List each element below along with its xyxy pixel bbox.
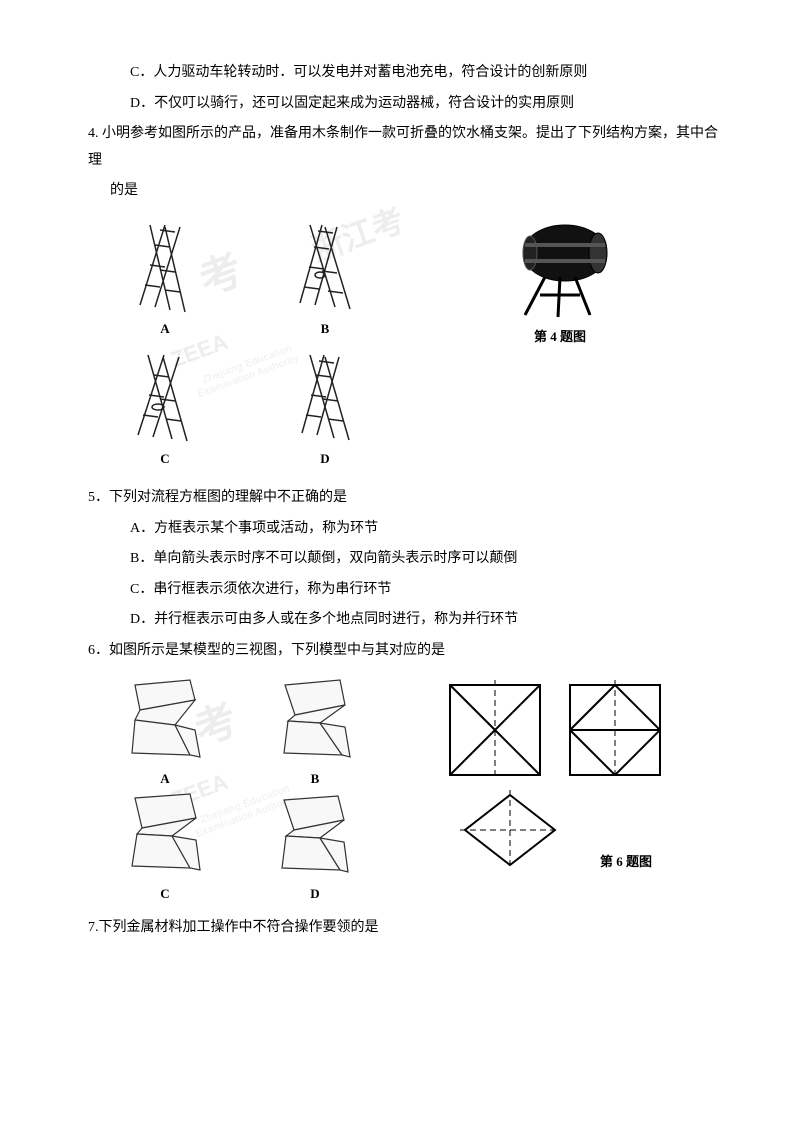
q5-option-a: A．方框表示某个事项或活动，称为环节 bbox=[80, 516, 720, 543]
q4-fig-label: 第 4 题图 bbox=[534, 325, 586, 350]
q4-product-figure: 第 4 题图 bbox=[490, 215, 630, 350]
q3-option-d: D．不仅叮以骑行，还可以固定起来成为运动器械，符合设计的实用原则 bbox=[80, 91, 720, 118]
q4-label-d: D bbox=[320, 447, 329, 472]
q6-label-d: D bbox=[310, 882, 319, 907]
q3-option-c: C．人力驱动车轮转动时．可以发电并对蓄电池充电，符合设计的创新原则 bbox=[80, 60, 720, 87]
q6-fig-label: 第 6 题图 bbox=[600, 850, 652, 875]
q6-sketch-c: C bbox=[120, 790, 210, 907]
q4-stem2: 的是 bbox=[80, 178, 720, 205]
q4-figure-block: 考 浙江考 ZEEA Zhejiang Education Examinatio… bbox=[120, 215, 720, 475]
q7-stem: 7.下列金属材料加工操作中不符合操作要领的是 bbox=[80, 915, 720, 942]
q6-label-c: C bbox=[160, 882, 169, 907]
q4-label-a: A bbox=[160, 317, 169, 342]
q4-sketch-d: D bbox=[280, 345, 370, 472]
q4-sketch-a: A bbox=[120, 215, 210, 342]
q6-label-b: B bbox=[311, 767, 320, 792]
q5-option-c: C．串行框表示须依次进行，称为串行环节 bbox=[80, 577, 720, 604]
q6-label-a: A bbox=[160, 767, 169, 792]
q4-sketch-c: C bbox=[120, 345, 210, 472]
q6-stem: 6．如图所示是某模型的三视图，下列模型中与其对应的是 bbox=[80, 638, 720, 665]
q6-figure-block: 考 ZEEA Zhejiang Education Examination Au… bbox=[120, 675, 720, 905]
q4-stem: 4. 小明参考如图所示的产品，准备用木条制作一款可折叠的饮水桶支架。提出了下列结… bbox=[80, 121, 720, 174]
q6-sketch-a: A bbox=[120, 675, 210, 792]
q6-sketch-b: B bbox=[270, 675, 360, 792]
q4-label-c: C bbox=[160, 447, 169, 472]
q6-three-views: 第 6 题图 bbox=[440, 675, 690, 875]
q4-sketch-b: B bbox=[280, 215, 370, 342]
q4-label-b: B bbox=[321, 317, 330, 342]
q5-stem: 5．下列对流程方框图的理解中不正确的是 bbox=[80, 485, 720, 512]
q5-option-b: B．单向箭头表示时序不可以颠倒，双向箭头表示时序可以颠倒 bbox=[80, 546, 720, 573]
q5-option-d: D．并行框表示可由多人或在多个地点同时进行，称为并行环节 bbox=[80, 607, 720, 634]
q6-sketch-d: D bbox=[270, 790, 360, 907]
